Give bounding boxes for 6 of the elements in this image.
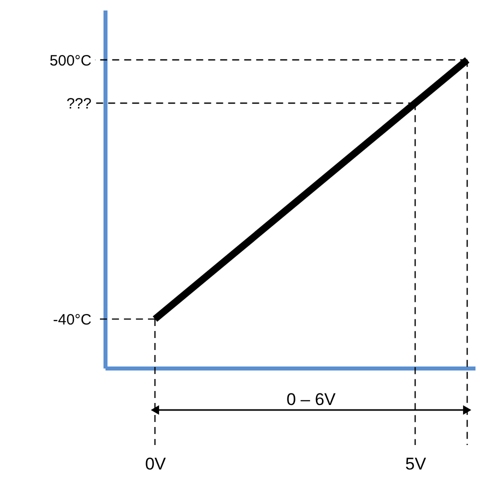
y-tick-label: -40°C bbox=[52, 312, 92, 329]
y-tick-label: 500°C bbox=[50, 52, 92, 70]
text: 0 – 6V bbox=[286, 390, 336, 409]
y-tick-label: ??? bbox=[66, 96, 92, 113]
x-tick-label: 5V bbox=[405, 454, 427, 474]
x-tick-label: 0V bbox=[145, 454, 167, 474]
